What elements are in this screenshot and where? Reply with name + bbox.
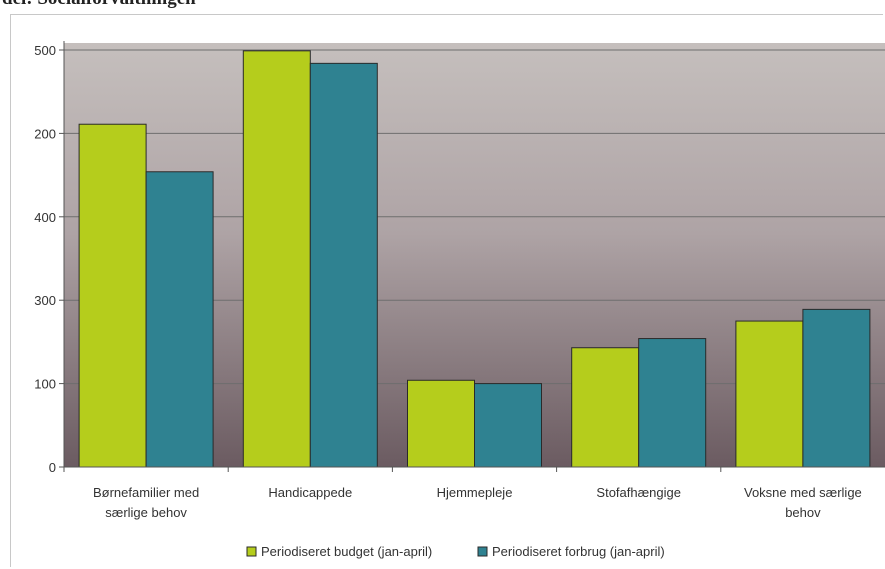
bar-forbrug [145, 171, 214, 468]
bars [78, 50, 871, 468]
page-heading-text: del: Socialforvaltningen [2, 0, 196, 9]
bar-budget [735, 320, 804, 468]
page-heading: del: Socialforvaltningen [0, 0, 885, 9]
y-tick-label: 500 [34, 43, 56, 58]
x-category-label: Hjemmepleje [437, 485, 513, 500]
legend-swatch-budget [246, 546, 257, 557]
x-category-label: Børnefamilier med særlige behov [93, 485, 199, 520]
bar-budget [407, 379, 475, 468]
x-category-label-line: Hjemmepleje [437, 485, 513, 500]
y-axis-tick-labels: 0 100 300 400 200 500 [34, 43, 56, 475]
legend-label-budget: Periodiseret budget (jan-april) [261, 544, 432, 559]
x-category-label: Stofafhængige [596, 485, 681, 500]
chart-frame [10, 14, 883, 567]
y-tick-label: 200 [34, 126, 56, 141]
x-category-label-line: behov [785, 505, 821, 520]
bar-budget [78, 123, 147, 468]
x-category-label-line: Voksne med særlige [744, 485, 862, 500]
x-category-label-line: Børnefamilier med [93, 485, 199, 500]
y-tick-label: 300 [34, 293, 56, 308]
bar-forbrug [474, 383, 542, 468]
legend: Periodiseret budget (jan-april) Periodise… [246, 544, 665, 559]
axes [59, 41, 885, 472]
y-tick-label: 100 [34, 377, 56, 392]
x-category-label-line: særlige behov [105, 505, 187, 520]
y-tick-label: 400 [34, 210, 56, 225]
legend-swatch-forbrug [477, 546, 488, 557]
y-tick-label: 0 [49, 460, 56, 475]
bar-forbrug [638, 338, 707, 468]
x-category-label-line: Handicappede [268, 485, 352, 500]
bar-forbrug [309, 62, 378, 468]
bar-forbrug [802, 308, 871, 468]
x-category-label-line: Stofafhængige [596, 485, 681, 500]
x-axis-category-labels: Børnefamilier med særlige behov Handicappe… [93, 485, 862, 520]
bar-budget [242, 50, 311, 468]
bar-budget [571, 347, 640, 468]
legend-label-forbrug: Periodiseret forbrug (jan-april) [492, 544, 665, 559]
x-category-label: Handicappede [268, 485, 352, 500]
x-category-label: Voksne med særlige behov [744, 485, 862, 520]
